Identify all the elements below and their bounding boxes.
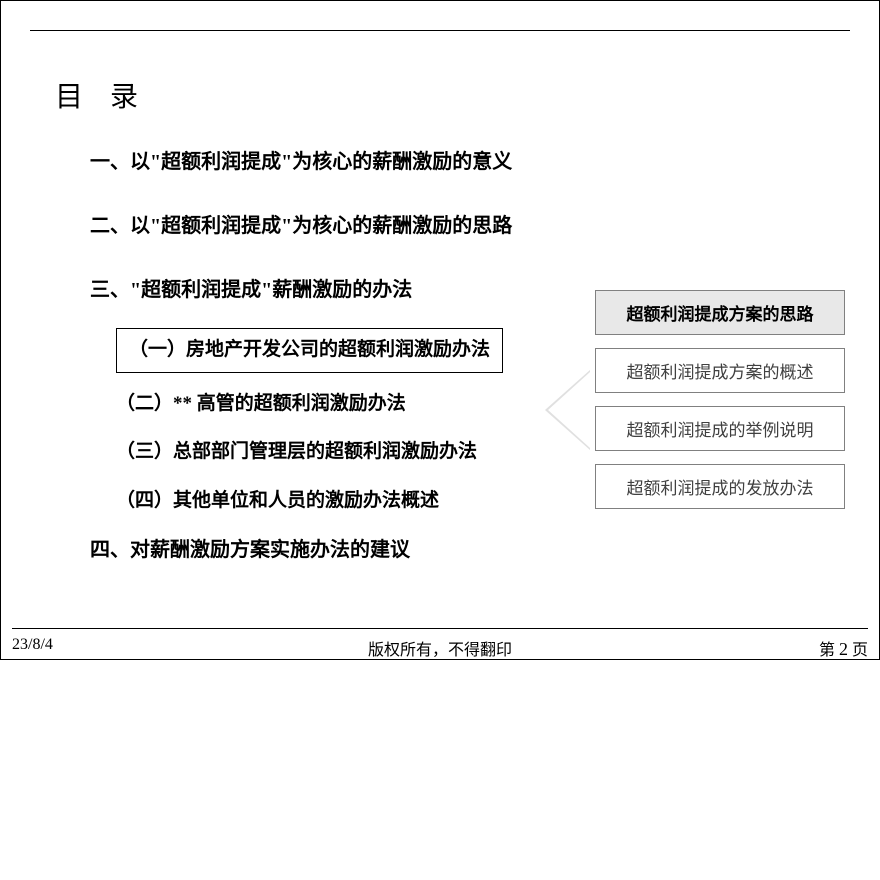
toc-title: 目 录 [55, 75, 148, 115]
bottom-rule [12, 628, 868, 629]
toc-item-1: 一、以"超额利润提成"为核心的薪酬激励的意义 [90, 148, 790, 176]
side-box-1: 超额利润提成方案的概述 [595, 348, 845, 393]
side-box-3: 超额利润提成的发放办法 [595, 464, 845, 509]
toc-sub-1: （一）房地产开发公司的超额利润激励办法 [116, 328, 503, 373]
footer-copyright: 版权所有，不得翻印 [12, 636, 868, 660]
footer: 23/8/4 版权所有，不得翻印 第 2 页 [12, 636, 868, 660]
side-header: 超额利润提成方案的思路 [595, 290, 845, 335]
top-rule [30, 30, 850, 31]
side-box-2: 超额利润提成的举例说明 [595, 406, 845, 451]
toc-item-4: 四、对薪酬激励方案实施办法的建议 [90, 536, 790, 564]
side-panel: 超额利润提成方案的思路 超额利润提成方案的概述 超额利润提成的举例说明 超额利润… [595, 290, 845, 522]
toc-item-2: 二、以"超额利润提成"为核心的薪酬激励的思路 [90, 212, 790, 240]
pointer-triangle [545, 370, 590, 450]
